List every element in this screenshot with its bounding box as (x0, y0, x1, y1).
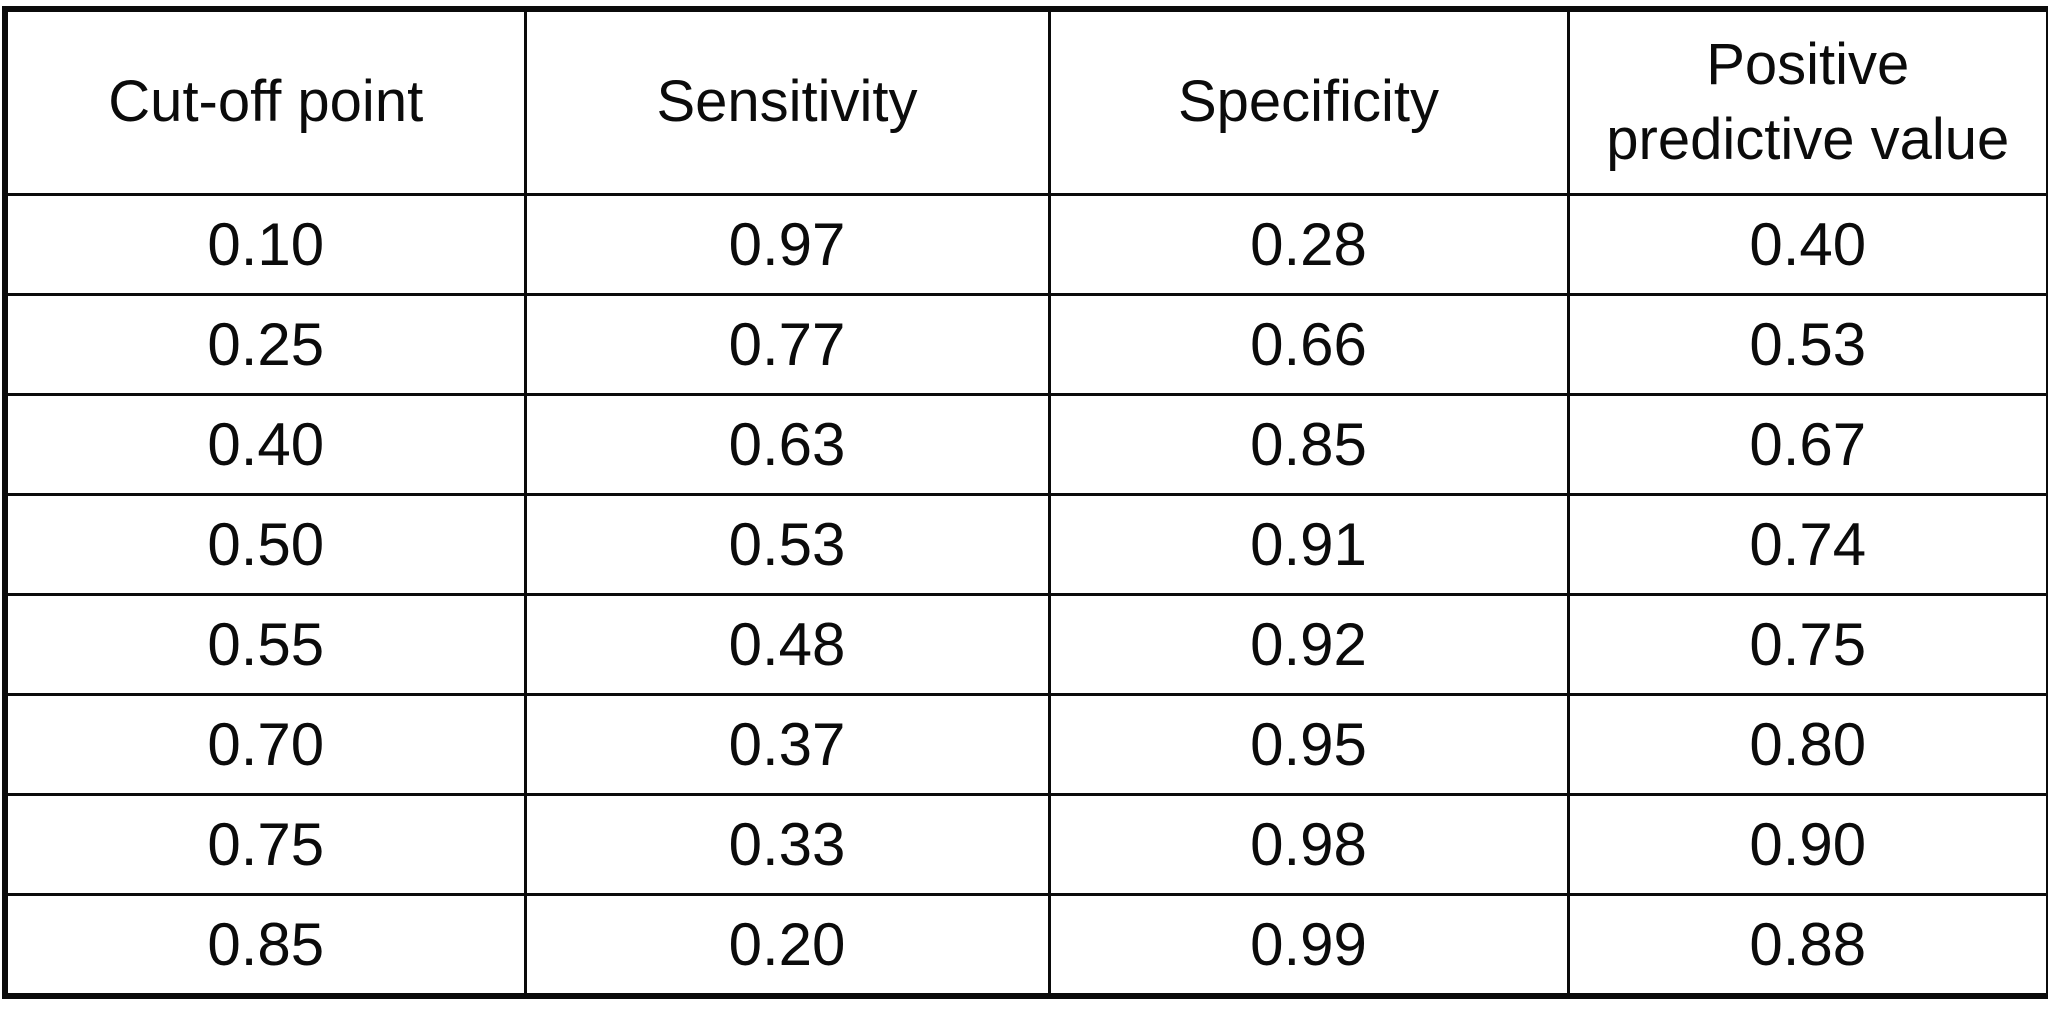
table-cell: 0.91 (1047, 493, 1570, 596)
column-header-sensitivity: Sensitivity (523, 7, 1051, 196)
table-row: 0.85 0.20 0.99 0.88 (3, 893, 2048, 998)
column-header-specificity: Specificity (1047, 7, 1570, 196)
table-cell: 0.37 (523, 693, 1051, 796)
table-cell: 0.70 (3, 693, 527, 796)
table-cell: 0.63 (523, 393, 1051, 496)
table-cell: 0.40 (1566, 193, 2048, 296)
table-cell: 0.53 (523, 493, 1051, 596)
table-cell: 0.92 (1047, 593, 1570, 696)
table-header-row: Cut-off point Sensitivity Specificity Po… (3, 7, 2048, 196)
table-row: 0.55 0.48 0.92 0.75 (3, 593, 2048, 696)
table-row: 0.10 0.97 0.28 0.40 (3, 193, 2048, 296)
column-header-positive-predictive-value: Positive predictive value (1566, 7, 2048, 196)
table-cell: 0.80 (1566, 693, 2048, 796)
table-cell: 0.85 (3, 893, 527, 998)
table-cell: 0.28 (1047, 193, 1570, 296)
table-row: 0.40 0.63 0.85 0.67 (3, 393, 2048, 496)
table-cell: 0.25 (3, 293, 527, 396)
table-cell: 0.48 (523, 593, 1051, 696)
table-cell: 0.90 (1566, 793, 2048, 896)
table-cell: 0.10 (3, 193, 527, 296)
table-cell: 0.55 (3, 593, 527, 696)
table-row: 0.75 0.33 0.98 0.90 (3, 793, 2048, 896)
table-row: 0.50 0.53 0.91 0.74 (3, 493, 2048, 596)
table-cell: 0.40 (3, 393, 527, 496)
table-cell: 0.66 (1047, 293, 1570, 396)
table-cell: 0.33 (523, 793, 1051, 896)
table-cell: 0.88 (1566, 893, 2048, 998)
table-cell: 0.97 (523, 193, 1051, 296)
table-cell: 0.75 (3, 793, 527, 896)
table-cell: 0.20 (523, 893, 1051, 998)
table-cell: 0.98 (1047, 793, 1570, 896)
table-row: 0.70 0.37 0.95 0.80 (3, 693, 2048, 796)
table-cell: 0.85 (1047, 393, 1570, 496)
table-body: 0.10 0.97 0.28 0.40 0.25 0.77 0.66 0.53 0.40 0.63… (3, 193, 2048, 998)
table-row: 0.25 0.77 0.66 0.53 (3, 293, 2048, 396)
table-cell: 0.74 (1566, 493, 2048, 596)
table-cell: 0.50 (3, 493, 527, 596)
table-cell: 0.75 (1566, 593, 2048, 696)
table-cell: 0.95 (1047, 693, 1570, 796)
table-cell: 0.53 (1566, 293, 2048, 396)
table-cell: 0.99 (1047, 893, 1570, 998)
table-cell: 0.77 (523, 293, 1051, 396)
column-header-cutoff-point: Cut-off point (3, 7, 527, 196)
table-cell: 0.67 (1566, 393, 2048, 496)
cutoff-metrics-table: Cut-off point Sensitivity Specificity Po… (2, 6, 2048, 999)
